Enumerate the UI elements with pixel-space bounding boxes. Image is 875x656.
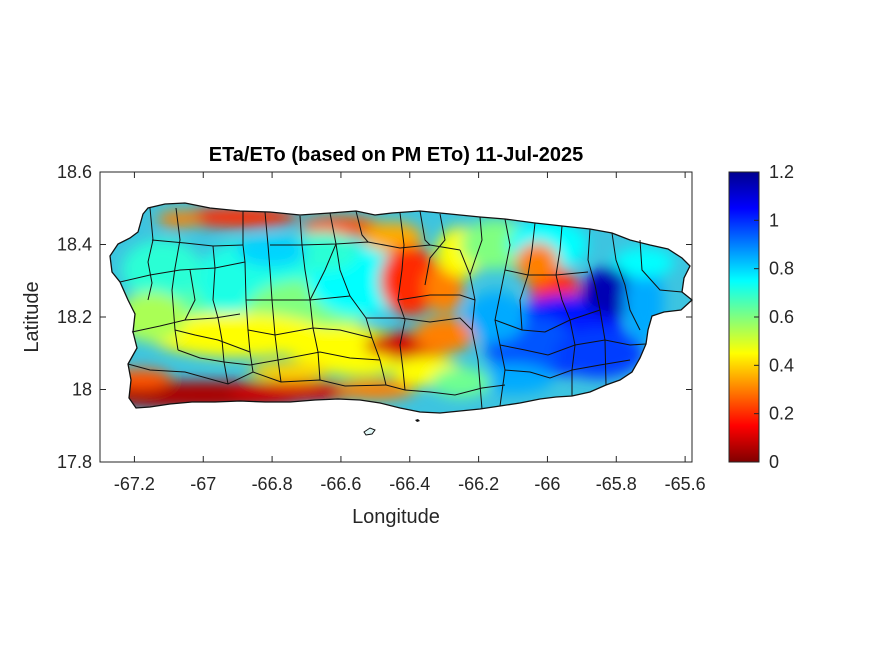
island-outline xyxy=(109,202,694,414)
y-tick-label: 18.4 xyxy=(57,235,92,255)
y-axis-label: Latitude xyxy=(21,281,43,352)
municipality-boundary xyxy=(397,212,406,391)
municipality-boundary xyxy=(494,218,511,407)
municipality-boundary xyxy=(151,239,244,247)
y-tick-label: 18.6 xyxy=(57,162,92,182)
colorbar-tick-label: 1 xyxy=(769,210,779,230)
colorbar-tick-label: 0.8 xyxy=(769,259,794,279)
x-tick-label: -66.8 xyxy=(252,474,293,494)
municipality-boundary xyxy=(171,207,181,351)
colorbar-tick-label: 0 xyxy=(769,452,779,472)
municipality-boundary xyxy=(419,210,431,246)
municipality-boundary xyxy=(309,243,337,301)
y-tick-label: 18 xyxy=(72,380,92,400)
municipality-boundary xyxy=(397,294,476,301)
x-axis-label: Longitude xyxy=(352,506,440,528)
municipality-boundary xyxy=(424,213,446,286)
colorbar-tick-label: 0.4 xyxy=(769,355,794,375)
x-tick-label: -66.2 xyxy=(458,474,499,494)
colorbar-tick-label: 0.6 xyxy=(769,307,794,327)
municipality-boundary xyxy=(404,384,506,396)
x-tick-label: -67.2 xyxy=(114,474,155,494)
x-axis-ticks: -67.2 -67 -66.8 -66.6 -66.4 -66.2 -66 -65.8 -65.… xyxy=(114,172,706,494)
heat-patch xyxy=(379,245,440,316)
colorbar-ticks: 0 0.2 0.4 0.6 0.8 1 1.2 xyxy=(754,162,794,472)
heat-patch xyxy=(157,211,202,228)
municipality-boundary xyxy=(329,212,387,386)
municipality-boundary xyxy=(639,239,683,293)
municipality-boundary xyxy=(555,225,576,396)
municipality-boundary xyxy=(355,210,369,243)
municipality-boundary xyxy=(127,363,387,387)
heat-patch xyxy=(318,352,399,377)
heat-patch xyxy=(249,361,330,382)
municipality-boundary xyxy=(504,359,631,379)
municipality-boundary xyxy=(469,216,483,276)
heat-patch xyxy=(229,381,370,402)
heat-patch xyxy=(515,242,560,283)
caja-de-muertos-island xyxy=(363,427,376,436)
municipality-boundary xyxy=(184,269,196,321)
municipality-boundary xyxy=(587,228,607,386)
y-tick-label: 17.8 xyxy=(57,452,92,472)
colorbar-tick-label: 1.2 xyxy=(769,162,794,182)
municipality-boundary xyxy=(119,261,246,283)
heat-patch xyxy=(335,379,416,400)
island-heatmap xyxy=(110,203,692,413)
municipality-boundary xyxy=(247,327,373,339)
heat-patch xyxy=(554,328,645,379)
municipality-boundaries xyxy=(119,207,683,410)
heat-patch xyxy=(414,317,475,354)
municipality-boundary xyxy=(499,339,647,356)
x-tick-label: -66 xyxy=(534,474,560,494)
municipality-boundary xyxy=(504,269,589,276)
heat-patch xyxy=(362,222,423,253)
municipality-boundary xyxy=(246,295,351,301)
heat-patch xyxy=(237,236,308,267)
y-tick-label: 18.2 xyxy=(57,307,92,327)
x-tick-label: -65.8 xyxy=(596,474,637,494)
x-tick-label: -65.6 xyxy=(665,474,706,494)
x-tick-label: -66.6 xyxy=(320,474,361,494)
x-tick-label: -66.4 xyxy=(389,474,430,494)
chart-title: ETa/ETo (based on PM ETo) 11-Jul-2025 xyxy=(209,144,584,166)
municipality-boundary xyxy=(385,384,406,391)
municipality-boundary xyxy=(147,207,154,301)
heat-patch xyxy=(116,292,187,342)
x-tick-label: -67 xyxy=(190,474,216,494)
municipality-boundary xyxy=(177,349,381,366)
heat-patch xyxy=(121,239,202,300)
municipality-boundary xyxy=(611,232,641,331)
colorbar-tick-label: 0.2 xyxy=(769,404,794,424)
small-cay xyxy=(415,419,420,422)
heat-patch xyxy=(613,247,674,278)
municipality-boundary xyxy=(366,317,473,331)
municipality-boundary xyxy=(174,329,251,353)
y-axis-ticks: 17.8 18 18.2 18.4 18.6 xyxy=(57,162,692,472)
heat-patch xyxy=(288,231,359,272)
municipality-boundary xyxy=(494,309,601,333)
